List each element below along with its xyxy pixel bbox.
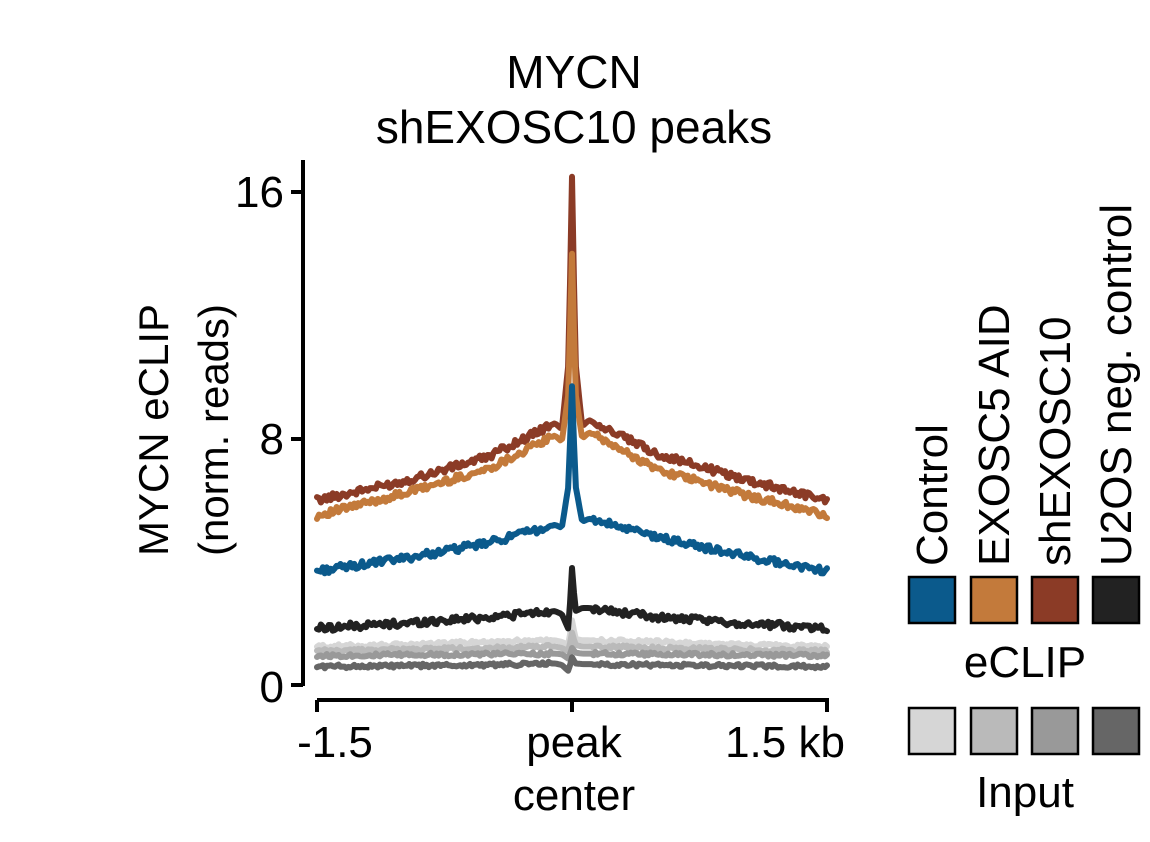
y-tick-label: 16	[235, 168, 284, 217]
legend-label-shexosc10: shEXOSC10	[1031, 317, 1080, 566]
series-layer	[314, 173, 830, 674]
x-tick-label-center: peak	[526, 718, 622, 767]
legend-swatch-eclip-shexosc10	[1030, 575, 1080, 625]
legend-input-label: Input	[976, 768, 1074, 817]
chart-title: MYCN	[506, 46, 641, 98]
legend-swatch-input-control	[907, 706, 957, 756]
legend-swatch-eclip-exosc5-aid	[969, 575, 1019, 625]
legend-swatch-input-shexosc10	[1030, 706, 1080, 756]
legend-label-exosc5-aid: EXOSC5 AID	[970, 304, 1019, 566]
y-axis-label-sub: (norm. reads)	[190, 304, 237, 556]
y-axis-label: MYCN eCLIP	[130, 304, 177, 556]
x-tick-label-right: 1.5 kb	[725, 718, 845, 767]
series-line-input-u2os-neg-control	[314, 654, 830, 674]
legend-eclip-swatches	[907, 575, 1141, 625]
y-tick-label: 8	[260, 415, 284, 464]
legend-eclip-label: eCLIP	[964, 638, 1086, 687]
chart-subtitle: shEXOSC10 peaks	[376, 101, 772, 153]
x-tick-label-center-2: center	[513, 771, 635, 820]
legend-input-swatches	[907, 706, 1141, 756]
legend-label-control: Control	[908, 424, 957, 566]
legend-swatch-input-u2os-neg-control	[1091, 706, 1141, 756]
series-line-eclip-exosc5-aid	[314, 250, 830, 522]
series-line-input-exosc5-aid	[314, 629, 830, 656]
legend-label-u2os-neg-control: U2OS neg. control	[1092, 204, 1141, 566]
series-line-eclip-shexosc10	[314, 173, 830, 506]
series-line-eclip-control	[314, 383, 830, 577]
legend-swatch-eclip-control	[907, 575, 957, 625]
series-line-input-shexosc10	[314, 645, 830, 662]
x-tick-label-left: -1.5	[297, 718, 373, 767]
legend-swatch-input-exosc5-aid	[969, 706, 1019, 756]
y-tick-label: 0	[260, 663, 284, 712]
legend-swatch-eclip-u2os-neg-control	[1091, 575, 1141, 625]
series-line-eclip-u2os-neg-control	[314, 565, 830, 635]
series-line-input-control	[314, 617, 830, 651]
